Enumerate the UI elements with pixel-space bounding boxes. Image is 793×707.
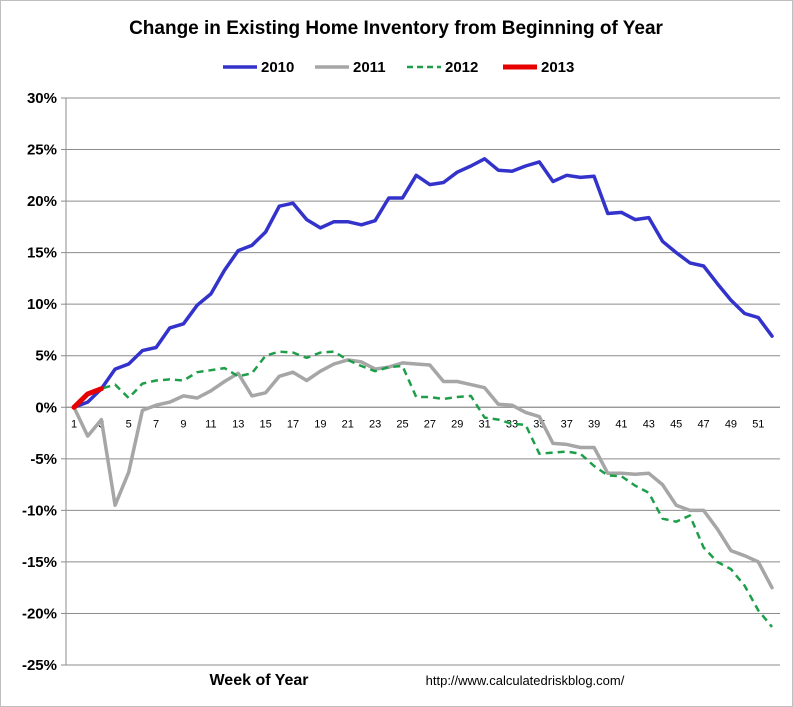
x-tick-label: 19 [314,418,326,430]
y-tick-label: 30% [27,90,57,107]
y-tick-label: 25% [27,142,57,159]
y-tick-label: 20% [27,193,57,210]
x-tick-label: 1 [71,418,77,430]
legend-label-2012: 2012 [445,59,478,76]
source-note: http://www.calculatedriskblog.com/ [426,673,625,688]
x-tick-label: 9 [180,418,186,430]
x-axis-label: Week of Year [209,672,308,689]
y-tick-label: 5% [35,348,57,365]
x-tick-label: 17 [287,418,299,430]
x-tick-label: 45 [670,418,682,430]
y-tick-label: -10% [22,502,57,519]
legend-label-2013: 2013 [541,59,574,76]
legend: 2010 2011 2012 2013 [223,59,574,76]
series-group [71,157,774,628]
y-tick-label: -15% [22,554,57,571]
x-tick-label: 5 [126,418,132,430]
y-tick-label: 10% [27,296,57,313]
y-tick-label: -5% [30,451,57,468]
x-tick-label: 15 [259,418,271,430]
y-tick-label: 0% [35,399,57,416]
x-tick-label: 29 [451,418,463,430]
chart-title: Change in Existing Home Inventory from B… [129,18,663,39]
x-tick-label: 25 [396,418,408,430]
x-tick-label: 43 [643,418,655,430]
x-tick-label: 39 [588,418,600,430]
x-tick-label: 47 [697,418,709,430]
x-tick-label: 49 [725,418,737,430]
x-tick-label: 27 [424,418,436,430]
x-tick-label: 23 [369,418,381,430]
series-line-2013 [71,386,104,410]
series-line-2011 [72,358,774,590]
y-axis: 30% 25% 20% 15% 10% 5% 0% -5% -10% -15% -20% -25% [22,90,67,674]
series-line-2012 [73,350,773,628]
x-axis: 1 3 5 7 9 11 13 15 17 19 21 23 25 27 29 31 33 35 37 39 41 43 4… [66,406,780,430]
series-line-2010 [72,157,774,410]
x-tick-label: 11 [205,418,216,430]
x-tick-label: 13 [232,418,244,430]
x-tick-label: 7 [153,418,159,430]
x-tick-label: 33 [506,418,518,430]
legend-label-2010: 2010 [261,59,294,76]
x-tick-label: 31 [478,418,490,430]
x-tick-label: 37 [561,418,573,430]
y-tick-label: -25% [22,657,57,674]
gridlines [66,97,780,666]
y-tick-label: -20% [22,605,57,622]
x-tick-label: 51 [752,418,764,430]
x-tick-label: 21 [342,418,354,430]
x-tick-label: 41 [615,418,627,430]
legend-label-2011: 2011 [353,59,386,76]
y-tick-label: 15% [27,245,57,262]
